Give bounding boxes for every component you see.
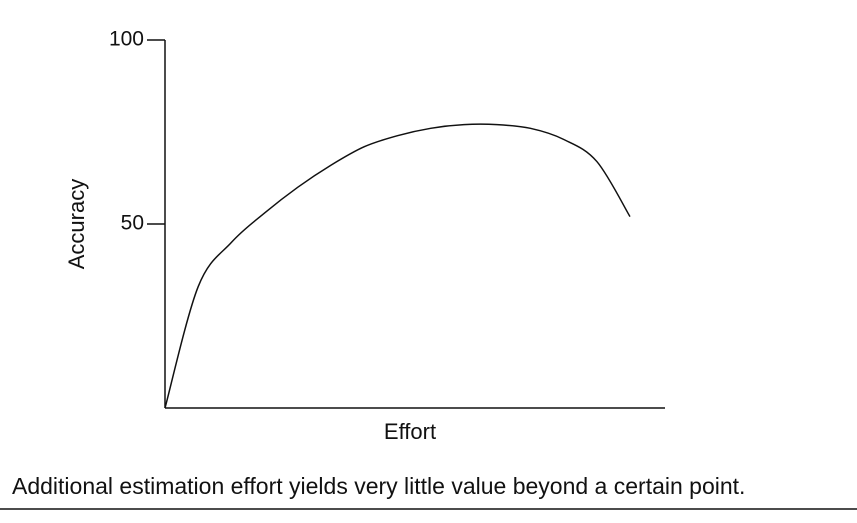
y-tick-label: 100 — [109, 28, 144, 51]
caption: Additional estimation effort yields very… — [12, 473, 745, 499]
line — [164, 123, 631, 409]
y-tick-label: 50 — [121, 212, 144, 235]
x-axis-label: Effort — [384, 419, 436, 444]
y-axis-label: Accuracy — [64, 179, 89, 269]
